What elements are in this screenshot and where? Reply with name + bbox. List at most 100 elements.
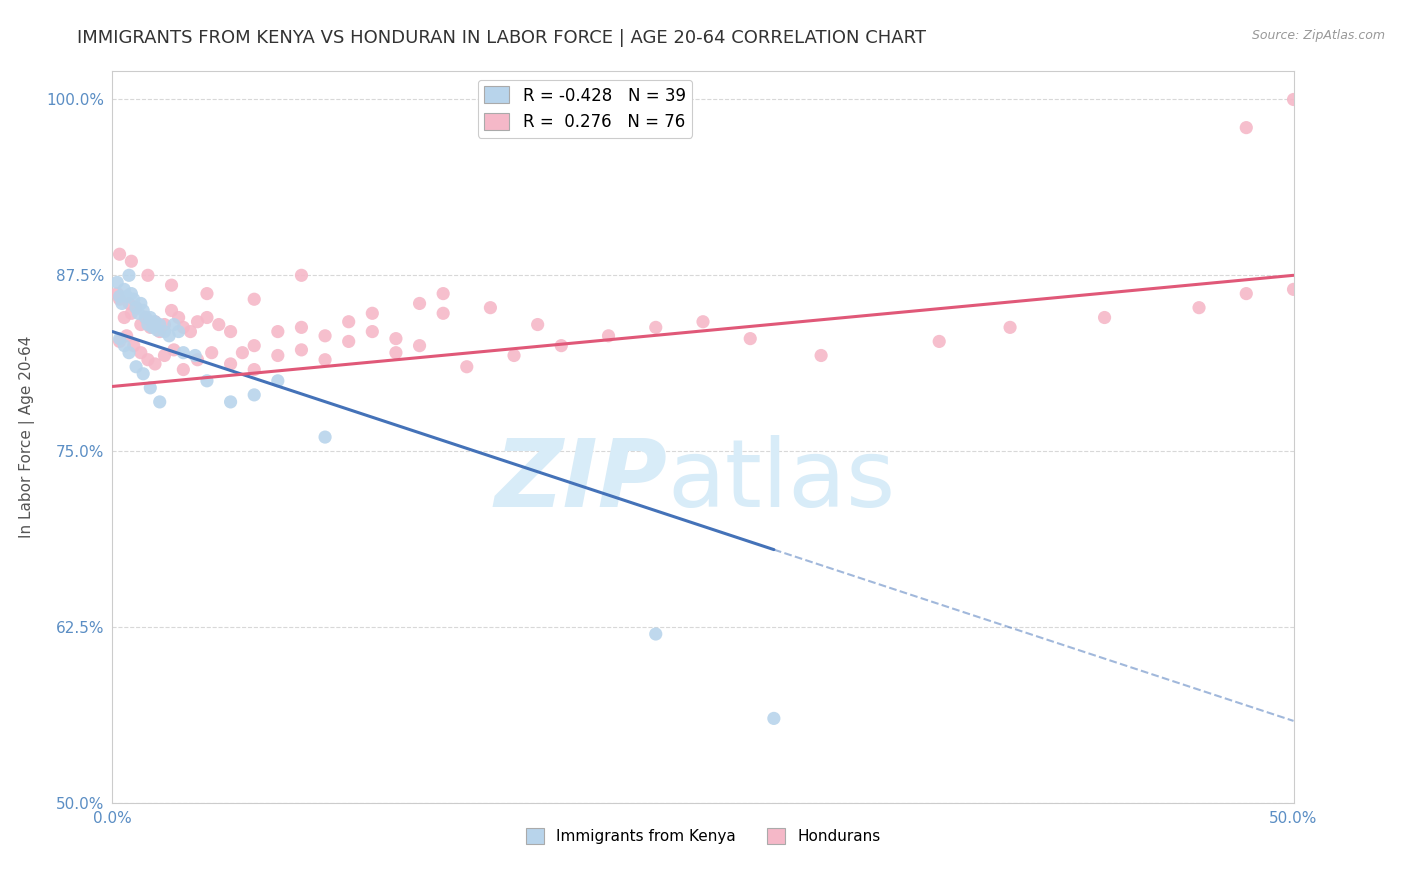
- Point: [290, 268, 312, 283]
- Point: [118, 296, 141, 310]
- Legend: Immigrants from Kenya, Hondurans: Immigrants from Kenya, Hondurans: [520, 822, 886, 850]
- Point: [243, 339, 266, 353]
- Point: [108, 289, 131, 303]
- Point: [105, 286, 128, 301]
- Point: [243, 292, 266, 306]
- Point: [157, 328, 180, 343]
- Point: [314, 430, 336, 444]
- Point: [644, 320, 666, 334]
- Point: [153, 349, 176, 363]
- Point: [998, 320, 1021, 334]
- Point: [186, 352, 208, 367]
- Point: [479, 301, 502, 315]
- Point: [928, 334, 950, 349]
- Point: [120, 286, 142, 301]
- Point: [195, 310, 218, 325]
- Point: [167, 325, 190, 339]
- Point: [243, 388, 266, 402]
- Point: [132, 303, 155, 318]
- Point: [172, 320, 194, 334]
- Point: [810, 349, 832, 363]
- Point: [337, 315, 360, 329]
- Point: [243, 362, 266, 376]
- Point: [1282, 282, 1305, 296]
- Text: ZIP: ZIP: [495, 435, 668, 527]
- Point: [108, 292, 131, 306]
- Point: [108, 332, 131, 346]
- Point: [526, 318, 548, 332]
- Point: [1282, 93, 1305, 107]
- Point: [231, 345, 253, 359]
- Point: [163, 318, 186, 332]
- Point: [118, 345, 141, 359]
- Point: [136, 318, 159, 332]
- Point: [129, 296, 152, 310]
- Point: [385, 345, 408, 359]
- Point: [120, 306, 142, 320]
- Text: atlas: atlas: [668, 435, 896, 527]
- Point: [136, 352, 159, 367]
- Point: [186, 315, 208, 329]
- Y-axis label: In Labor Force | Age 20-64: In Labor Force | Age 20-64: [20, 336, 35, 538]
- Point: [108, 247, 131, 261]
- Point: [740, 332, 762, 346]
- Point: [337, 334, 360, 349]
- Point: [143, 315, 166, 329]
- Point: [135, 310, 157, 325]
- Point: [195, 286, 218, 301]
- Point: [201, 345, 224, 359]
- Point: [692, 315, 714, 329]
- Point: [127, 306, 149, 320]
- Point: [149, 318, 172, 332]
- Point: [267, 349, 290, 363]
- Point: [125, 301, 148, 315]
- Point: [163, 343, 186, 357]
- Point: [314, 352, 336, 367]
- Point: [172, 362, 194, 376]
- Text: IMMIGRANTS FROM KENYA VS HONDURAN IN LABOR FORCE | AGE 20-64 CORRELATION CHART: IMMIGRANTS FROM KENYA VS HONDURAN IN LAB…: [77, 29, 927, 47]
- Point: [432, 286, 454, 301]
- Point: [132, 367, 155, 381]
- Point: [408, 296, 430, 310]
- Point: [598, 328, 620, 343]
- Point: [361, 325, 384, 339]
- Point: [1094, 310, 1116, 325]
- Point: [105, 276, 128, 290]
- Point: [143, 357, 166, 371]
- Point: [108, 334, 131, 349]
- Point: [139, 310, 162, 325]
- Point: [160, 303, 183, 318]
- Point: [195, 374, 218, 388]
- Point: [139, 320, 162, 334]
- Point: [153, 325, 176, 339]
- Point: [146, 323, 169, 337]
- Point: [125, 301, 148, 315]
- Point: [112, 282, 135, 296]
- Point: [314, 328, 336, 343]
- Point: [136, 268, 159, 283]
- Point: [115, 289, 138, 303]
- Point: [361, 306, 384, 320]
- Point: [111, 296, 134, 310]
- Point: [503, 349, 526, 363]
- Point: [160, 278, 183, 293]
- Point: [112, 310, 135, 325]
- Point: [149, 325, 172, 339]
- Point: [290, 320, 312, 334]
- Point: [139, 381, 162, 395]
- Point: [456, 359, 478, 374]
- Point: [167, 310, 190, 325]
- Point: [208, 318, 231, 332]
- Point: [122, 339, 145, 353]
- Point: [118, 268, 141, 283]
- Point: [143, 315, 166, 329]
- Point: [219, 325, 242, 339]
- Point: [115, 328, 138, 343]
- Point: [219, 395, 242, 409]
- Point: [112, 339, 135, 353]
- Point: [1234, 286, 1257, 301]
- Point: [762, 711, 785, 725]
- Point: [385, 332, 408, 346]
- Point: [120, 254, 142, 268]
- Point: [408, 339, 430, 353]
